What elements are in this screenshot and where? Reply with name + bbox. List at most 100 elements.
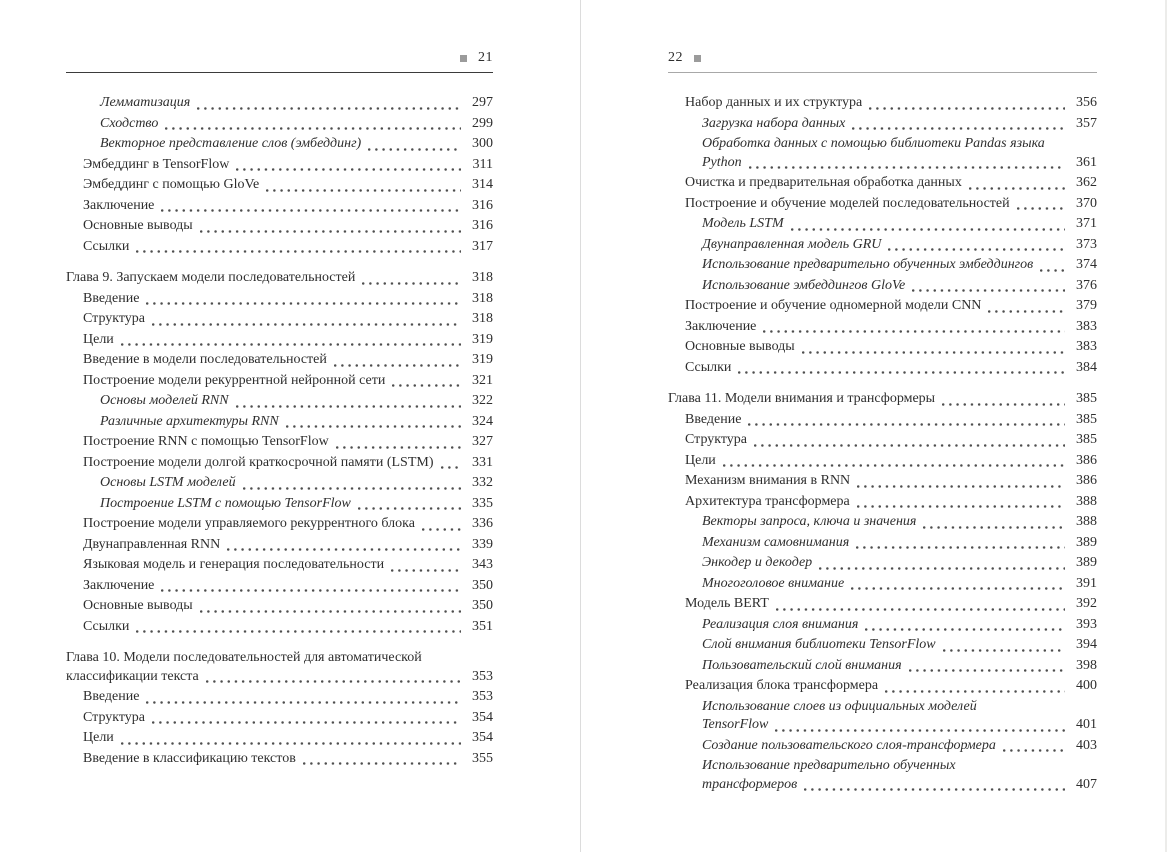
toc-entry-page-number: 391 xyxy=(1076,575,1097,591)
toc-entry-row: Основы моделей RNN 322 xyxy=(100,391,493,412)
toc-entry-page-number: 316 xyxy=(472,218,493,233)
toc-entry-page-number: 318 xyxy=(472,290,493,306)
toc-entry: Заключение 350 xyxy=(66,576,493,597)
dot-leader xyxy=(968,186,1065,190)
dot-leader xyxy=(908,669,1065,672)
toc-entry-text: Ссылки xyxy=(83,618,130,634)
toc-entry-page-number: 398 xyxy=(1076,657,1097,673)
toc-entry-row: Основные выводы 316 xyxy=(83,216,493,237)
toc-entry-text: Очистка и предварительная обработка данн… xyxy=(685,175,962,190)
dot-leader xyxy=(136,630,461,633)
toc-entry-page-number: 299 xyxy=(472,115,493,131)
toc-entry: Введение 318 xyxy=(66,289,493,310)
toc-entry: Энкодер и декодер 389 xyxy=(668,553,1097,574)
toc-entry-row: Очистка и предварительная обработка данн… xyxy=(685,173,1097,194)
toc-entry-text: Сходство xyxy=(100,115,159,131)
toc-entry-page-number: 374 xyxy=(1076,257,1097,272)
toc-entry-page-number: 314 xyxy=(472,177,493,192)
toc-entry: Структура 385 xyxy=(668,430,1097,451)
toc-entry: Двунаправленная модель GRU 373 xyxy=(668,235,1097,256)
toc-entry-page-number: 297 xyxy=(472,95,493,110)
toc-entry-text: Введение в модели последовательностей xyxy=(83,352,327,367)
toc-entry-text: Архитектура трансформера xyxy=(685,493,850,509)
toc-entry-text: Использование слоев из официальных модел… xyxy=(702,698,977,714)
toc-entry-text: Использование предварительно обученных xyxy=(702,758,956,773)
toc-entry-page-number: 353 xyxy=(472,668,493,684)
page-right-edge xyxy=(1165,0,1167,852)
toc-entry-page-number: 324 xyxy=(472,413,493,429)
toc-entry-page-number: 331 xyxy=(472,454,493,470)
toc-entry-row: Создание пользовательского слоя-трансфор… xyxy=(702,736,1097,757)
toc-entry-text: Заключение xyxy=(83,577,155,593)
toc-entry: Заключение 383 xyxy=(668,317,1097,338)
toc-entry-text: Построение и обучение моделей последоват… xyxy=(685,195,1010,211)
toc-entry-row: трансформеров 407 xyxy=(702,775,1097,796)
dot-leader xyxy=(748,166,1065,169)
toc-entry: Цели 354 xyxy=(66,728,493,749)
dot-leader xyxy=(335,445,461,449)
dot-leader xyxy=(227,548,461,551)
toc-entry-row: Слой внимания библиотеки TensorFlow 394 xyxy=(702,635,1097,656)
toc-entry-text: Введение xyxy=(83,290,140,306)
toc-entry-page-number: 386 xyxy=(1076,452,1097,468)
toc-entry-page-number: 353 xyxy=(472,689,493,704)
toc-entry-text: Заключение xyxy=(83,197,155,213)
toc-entry-text: Основы моделей RNN xyxy=(100,393,229,408)
toc-entry: Основные выводы 316 xyxy=(66,216,493,237)
toc-entry-page-number: 311 xyxy=(472,156,493,172)
toc-entry-text: Языковая модель и генерация последовател… xyxy=(83,557,385,572)
toc-entry-text: Построение модели рекуррентной нейронной… xyxy=(83,372,386,388)
toc-entry-text: Построение модели управляемого рекуррент… xyxy=(83,516,415,531)
toc-entry-page-number: 354 xyxy=(472,730,493,745)
toc-entry-page-number: 383 xyxy=(1076,339,1097,354)
toc-entry-row: Введение 353 xyxy=(83,687,493,708)
toc-entry-page-number: 335 xyxy=(472,495,493,511)
toc-entry-text: Эмбеддинг с помощью GloVe xyxy=(83,177,260,192)
toc-chapter-entry: Глава 10. Модели последовательностей для… xyxy=(66,648,493,687)
dot-leader xyxy=(392,384,461,387)
toc-entry-text: Цели xyxy=(83,331,114,347)
toc-entry-text: Цели xyxy=(83,730,114,745)
toc-entry-page-number: 388 xyxy=(1076,514,1097,529)
toc-entry-row: Цели 319 xyxy=(83,330,493,351)
toc-entry-row: Цели 354 xyxy=(83,728,493,749)
dot-leader xyxy=(775,607,1065,611)
toc-entry: Лемматизация 297 xyxy=(66,93,493,114)
toc-entry-text: Слой внимания библиотеки TensorFlow xyxy=(702,637,936,652)
toc-entry-row: Ссылки 317 xyxy=(83,237,493,258)
dot-leader xyxy=(120,343,461,346)
dot-leader xyxy=(942,402,1065,406)
toc-entry-row: Python 361 xyxy=(702,153,1097,174)
toc-entry: Реализация блока трансформера 400 xyxy=(668,676,1097,697)
section-marker-icon xyxy=(694,54,701,62)
dot-leader xyxy=(738,371,1065,374)
toc-entry: Использование предварительно обученных тр… xyxy=(668,756,1097,795)
toc-entry-page-number: 351 xyxy=(472,618,493,634)
toc-entry-page-number: 389 xyxy=(1076,555,1097,570)
toc-entry: Построение модели управляемого рекуррент… xyxy=(66,514,493,535)
toc-entry-text: Создание пользовательского слоя-трансфор… xyxy=(702,737,996,753)
toc-entry-text: Векторное представление слов (эмбеддинг) xyxy=(100,136,362,151)
toc-entry-page-number: 384 xyxy=(1076,359,1097,375)
toc-entry: Основные выводы 383 xyxy=(668,337,1097,358)
toc-entry-row: Реализация слоя внимания 393 xyxy=(702,615,1097,636)
toc-entry-row: Модель BERT 392 xyxy=(685,594,1097,615)
toc-entry: Введение 353 xyxy=(66,687,493,708)
toc-entry-row: Заключение 316 xyxy=(83,196,493,217)
dot-leader xyxy=(136,250,461,253)
toc-entry-text: Глава 11. Модели внимания и трансформеры xyxy=(668,391,936,406)
toc-entry-page-number: 385 xyxy=(1076,432,1097,447)
dot-leader xyxy=(120,741,461,745)
toc-entry-text: Структура xyxy=(83,709,146,725)
dot-leader xyxy=(146,700,461,704)
toc-entry-text: Глава 10. Модели последовательностей для… xyxy=(66,650,422,665)
page-spread-divider xyxy=(580,0,581,852)
toc-entry: Обработка данных с помощью библиотеки Pa… xyxy=(668,134,1097,173)
toc-entry-row: Языковая модель и генерация последовател… xyxy=(83,555,493,576)
toc-entry-row: Различные архитектуры RNN 324 xyxy=(100,412,493,433)
toc-entry-page-number: 403 xyxy=(1076,737,1097,753)
dot-leader xyxy=(235,404,461,408)
dot-leader xyxy=(266,188,461,192)
dot-leader xyxy=(942,648,1065,652)
toc-entry-text: классификации текста xyxy=(66,668,199,684)
